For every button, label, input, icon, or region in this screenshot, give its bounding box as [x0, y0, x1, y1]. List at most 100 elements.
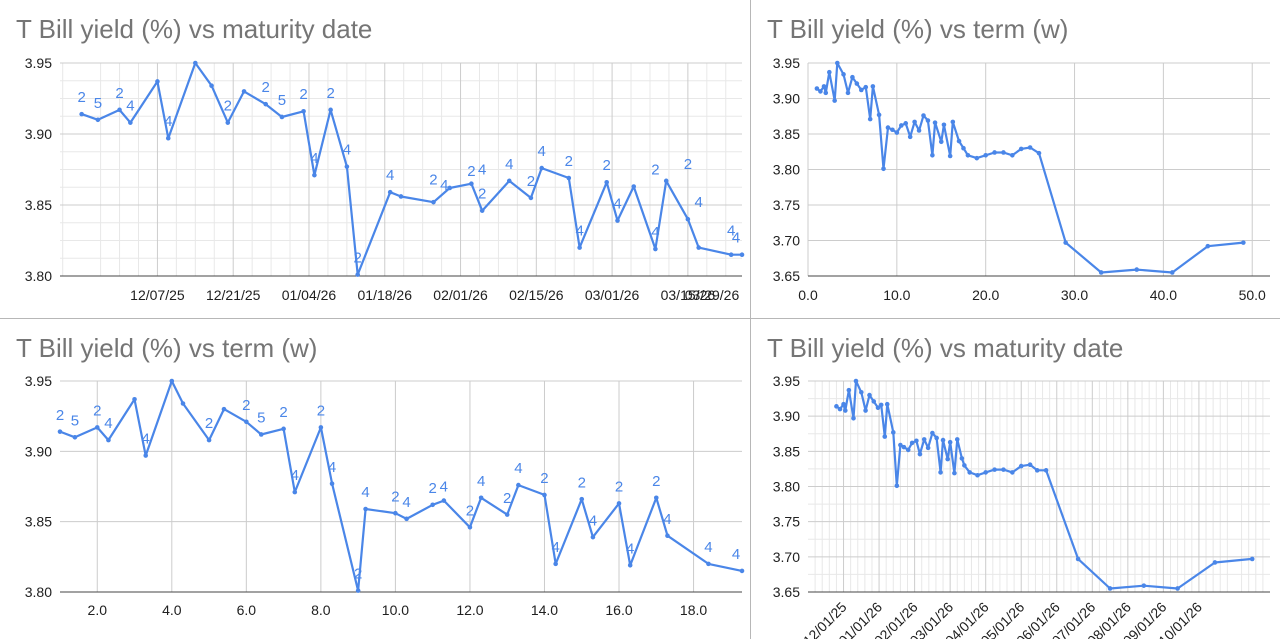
data-point	[952, 470, 957, 476]
data-label: 2	[391, 488, 399, 505]
data-point	[907, 134, 913, 140]
data-point	[528, 195, 534, 201]
data-point	[328, 107, 333, 113]
data-label: 4	[164, 113, 172, 130]
data-point	[1001, 467, 1006, 472]
data-label: 2	[565, 153, 573, 170]
data-point	[590, 534, 596, 540]
data-label: 4	[386, 167, 394, 184]
data-point	[983, 153, 988, 158]
data-point	[938, 470, 943, 475]
y-tick-label: 3.85	[773, 443, 800, 459]
data-point	[905, 447, 911, 453]
data-label: 4	[126, 98, 134, 115]
data-point	[155, 79, 160, 84]
data-label: 5	[94, 95, 102, 112]
data-point	[867, 392, 872, 398]
y-tick-label: 3.85	[773, 126, 800, 142]
data-point	[863, 408, 868, 413]
data-label: 4	[440, 479, 448, 496]
data-label: 2	[684, 156, 692, 173]
data-label: 4	[732, 230, 740, 247]
data-point	[934, 435, 939, 441]
data-point	[604, 179, 609, 185]
data-point	[882, 434, 888, 439]
data-label: 4	[589, 512, 597, 529]
data-point	[901, 444, 907, 450]
gridlines	[808, 380, 1270, 593]
data-point	[504, 512, 510, 517]
data-point	[616, 501, 622, 506]
data-point	[739, 568, 745, 574]
data-point	[398, 194, 404, 199]
data-points	[834, 378, 1255, 591]
data-point	[843, 408, 848, 413]
data-point	[841, 401, 846, 407]
data-point	[579, 496, 585, 502]
data-point	[292, 489, 298, 495]
data-point	[870, 84, 876, 89]
x-tick-label: 12/21/25	[206, 287, 261, 303]
data-point	[387, 189, 393, 195]
data-point	[441, 498, 447, 503]
data-point	[938, 139, 944, 145]
data-point	[961, 145, 966, 151]
data-point	[823, 90, 829, 96]
data-point	[930, 153, 935, 158]
data-point	[516, 482, 521, 488]
data-label: 2	[354, 566, 362, 583]
data-label: 2	[93, 403, 101, 420]
data-label: 4	[402, 494, 410, 511]
data-point	[894, 483, 900, 489]
x-tick-label: 14.0	[531, 602, 558, 618]
y-tick-label: 3.95	[25, 373, 52, 389]
data-point	[355, 588, 361, 593]
data-label: 4	[514, 460, 522, 477]
data-point	[818, 89, 823, 94]
data-point	[95, 117, 101, 123]
data-label: 5	[257, 410, 265, 427]
x-tick-label: 10.0	[883, 287, 910, 303]
data-point	[909, 440, 915, 446]
data-label: 2	[429, 480, 437, 497]
data-point	[940, 437, 946, 443]
data-point	[206, 437, 212, 443]
y-tick-label: 3.95	[25, 55, 52, 71]
data-point	[1241, 240, 1246, 245]
y-tick-label: 3.85	[25, 514, 52, 530]
data-point	[739, 252, 745, 257]
data-label: 2	[77, 89, 85, 106]
data-label: 4	[732, 546, 740, 563]
data-label: 4	[478, 162, 486, 179]
data-point	[898, 442, 903, 448]
data-point	[1018, 146, 1024, 152]
data-point	[180, 401, 186, 406]
data-point	[974, 155, 980, 161]
data-point	[193, 60, 198, 66]
y-tick-label: 3.80	[25, 268, 52, 284]
data-point	[615, 218, 620, 223]
data-point	[1098, 270, 1104, 275]
data-point	[318, 425, 324, 430]
data-point	[1205, 243, 1211, 249]
data-point	[312, 172, 317, 178]
data-point	[1249, 556, 1255, 562]
data-point	[685, 216, 691, 222]
data-point	[992, 467, 997, 472]
data-point	[665, 533, 670, 539]
y-tick-label: 3.90	[773, 408, 800, 424]
data-point	[863, 84, 869, 90]
chart-yield-vs-term-top: T Bill yield (%) vs term (w) 3.65 3.70 3.75…	[767, 14, 1270, 303]
data-point	[329, 481, 335, 486]
data-point	[881, 166, 886, 172]
data-label: 4	[477, 473, 485, 490]
data-point	[363, 506, 368, 512]
y-tick-label: 3.65	[773, 584, 800, 600]
data-point	[165, 135, 171, 141]
data-point	[143, 453, 149, 458]
data-point	[393, 510, 398, 516]
data-point	[832, 98, 837, 103]
chart-title: T Bill yield (%) vs term (w)	[16, 333, 317, 363]
data-point	[846, 387, 852, 393]
x-tick-label: 50.0	[1239, 287, 1266, 303]
